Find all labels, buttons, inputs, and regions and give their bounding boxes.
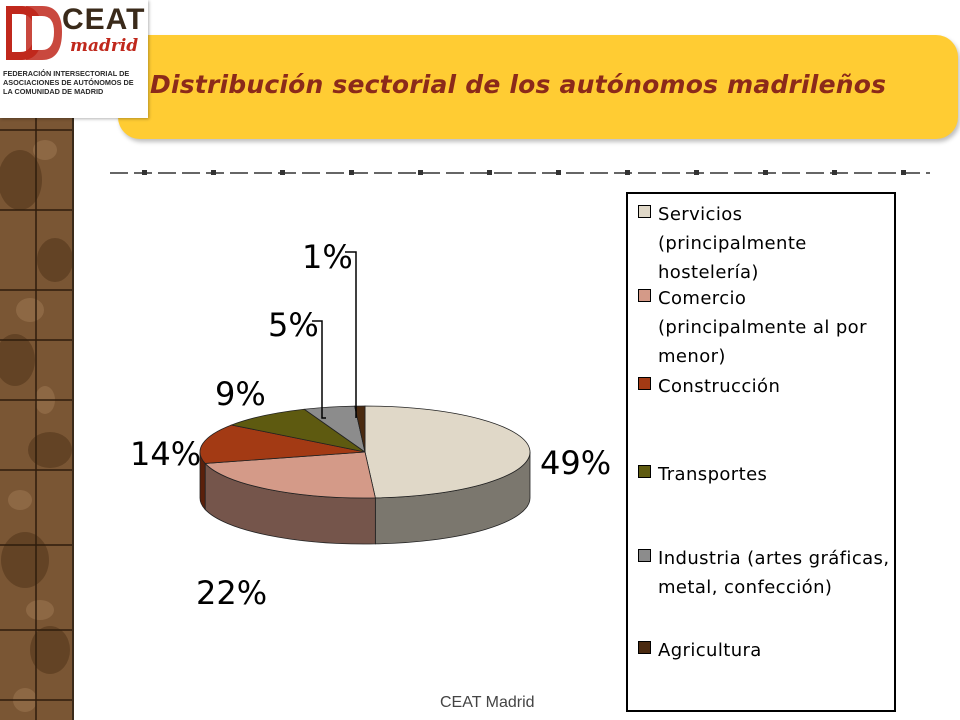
legend-swatch-6 bbox=[638, 641, 651, 654]
legend-swatch-3 bbox=[638, 377, 651, 390]
legend-label-3: Construcción bbox=[658, 376, 781, 397]
chart-legend: Servicios (principalmente hostelería) Com… bbox=[626, 192, 896, 712]
legend-label-1: Servicios (principalmente hostelería) bbox=[658, 204, 807, 283]
leader-line-6 bbox=[345, 251, 357, 418]
pie-slice-3 bbox=[199, 424, 366, 464]
pie-slice-1 bbox=[364, 405, 531, 499]
pie-slice-4 bbox=[230, 408, 366, 453]
legend-swatch-1 bbox=[638, 205, 651, 218]
logo-ceat-text: CEAT bbox=[62, 3, 146, 36]
data-label-2: 22% bbox=[196, 574, 267, 612]
data-label-6: 1% bbox=[302, 238, 353, 276]
decorative-stone-border bbox=[0, 0, 74, 720]
logo-federation-text: FEDERACIÓN INTERSECTORIAL DE ASOCIACIONE… bbox=[3, 69, 134, 96]
data-label-5: 5% bbox=[268, 306, 319, 344]
dashed-divider bbox=[110, 170, 930, 175]
footer-text: CEAT Madrid bbox=[440, 694, 535, 711]
data-label-3: 14% bbox=[130, 435, 201, 473]
data-label-4: 9% bbox=[215, 375, 266, 413]
title-banner bbox=[118, 35, 958, 139]
pie-slice-2 bbox=[204, 451, 376, 499]
pie-chart: 49% 22% 14% 9%5% 1% bbox=[130, 238, 611, 612]
pie-slice-6 bbox=[354, 405, 366, 453]
data-label-1: 49% bbox=[540, 444, 611, 482]
legend-label-2: Comercio (principalmente al por menor) bbox=[658, 288, 867, 367]
legend-label-4: Transportes bbox=[658, 464, 768, 485]
leader-line-5 bbox=[312, 320, 326, 419]
legend-label-5: Industria (artes gráficas, metal, confec… bbox=[658, 548, 890, 598]
page-title: Distribución sectorial de los autónomos … bbox=[150, 70, 887, 99]
legend-swatch-2 bbox=[638, 289, 651, 302]
ceat-logo: CEAT madrid FEDERACIÓN INTERSECTORIAL DE… bbox=[0, 0, 148, 118]
logo-madrid-text: madrid bbox=[70, 36, 139, 56]
legend-swatch-4 bbox=[638, 465, 651, 478]
legend-swatch-5 bbox=[638, 549, 651, 562]
legend-label-6: Agricultura bbox=[658, 640, 762, 661]
ceat-emblem-icon bbox=[6, 6, 62, 60]
